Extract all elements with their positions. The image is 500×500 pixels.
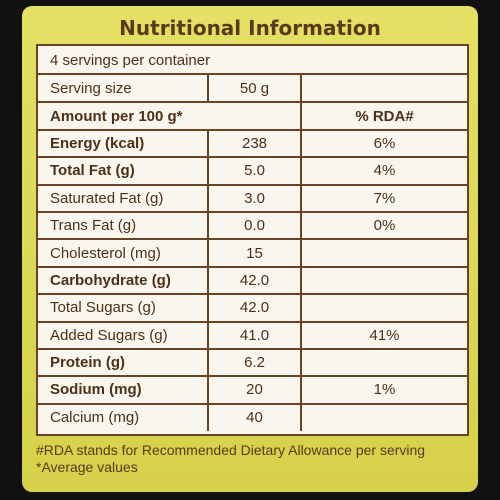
nutrient-value: 15: [207, 239, 301, 268]
footnote-rda: #RDA stands for Recommended Dietary Allo…: [36, 442, 426, 458]
nutrient-rda: 6%: [300, 129, 467, 159]
nutrient-name: Total Sugars (g): [38, 294, 208, 323]
serving-size-value: 50 g: [207, 75, 301, 104]
footnotes: #RDA stands for Recommended Dietary Allo…: [36, 442, 425, 476]
nutrient-value: 6.2: [207, 348, 301, 378]
nutrient-value: 3.0: [207, 184, 301, 213]
nutrient-value: 5.0: [207, 157, 301, 186]
nutrient-name: Protein (g): [38, 348, 208, 378]
nutrient-value: 42.0: [207, 294, 301, 323]
nutrient-row: Saturated Fat (g) 3.0 7%: [38, 184, 467, 213]
nutrient-name: Saturated Fat (g): [38, 184, 208, 213]
serving-size-label: Serving size: [38, 75, 208, 104]
nutrition-table: Serving size 50 g Amount per 100 g* % RD…: [38, 75, 467, 432]
nutrient-rda: [300, 239, 467, 268]
nutrient-row: Protein (g) 6.2: [38, 348, 467, 378]
nutrition-panel: 4 servings per container Serving size 50…: [36, 44, 469, 436]
nutrient-value: 40: [207, 403, 301, 432]
nutrient-row: Carbohydrate (g) 42.0: [38, 266, 467, 296]
nutrient-name: Total Fat (g): [38, 157, 208, 186]
nutrient-row: Total Fat (g) 5.0 4%: [38, 157, 467, 186]
nutrient-name: Added Sugars (g): [38, 321, 208, 350]
nutrient-rda: 7%: [300, 184, 467, 213]
amount-per-header: Amount per 100 g*: [38, 102, 301, 131]
nutrient-row: Added Sugars (g) 41.0 41%: [38, 321, 467, 350]
serving-size-row: Serving size 50 g: [38, 75, 467, 104]
nutrient-value: 0.0: [207, 211, 301, 241]
nutrient-value: 238: [207, 129, 301, 159]
nutrient-name: Trans Fat (g): [38, 211, 208, 241]
nutrient-name: Carbohydrate (g): [38, 266, 208, 296]
nutrient-rda: 4%: [300, 157, 467, 186]
serving-size-empty: [300, 75, 467, 104]
nutrient-value: 20: [207, 376, 301, 405]
nutrient-rda: 1%: [300, 376, 467, 405]
nutrient-rda: [300, 403, 467, 432]
nutrient-row: Sodium (mg) 20 1%: [38, 376, 467, 405]
nutrient-name: Cholesterol (mg): [38, 239, 208, 268]
nutrient-name: Calcium (mg): [50, 409, 140, 427]
header-row: Amount per 100 g* % RDA#: [38, 102, 467, 131]
servings-per-container: 4 servings per container: [38, 46, 467, 75]
nutrient-rda: 41%: [300, 321, 467, 350]
nutrient-name: Sodium (mg): [38, 376, 208, 405]
nutrient-row: Cholesterol (mg) 15: [38, 239, 467, 268]
nutrient-row: Trans Fat (g) 0.0 0%: [38, 211, 467, 241]
footnote-average: *Average values: [36, 459, 138, 475]
nutrient-value: 42.0: [207, 266, 301, 296]
nutrient-name: Energy (kcal): [38, 129, 208, 159]
nutrient-rda: [300, 348, 467, 378]
nutrient-rda: [300, 266, 467, 296]
nutrient-value: 41.0: [207, 321, 301, 350]
label-title: Nutritional Information: [119, 16, 381, 40]
nutrient-rda: 0%: [300, 211, 467, 241]
nutrient-row: Calcium (mg) 40: [38, 403, 467, 432]
nutrient-row: Energy (kcal) 238 6%: [38, 129, 467, 159]
nutrient-rda: [300, 294, 467, 323]
rda-header: % RDA#: [300, 102, 467, 131]
nutrient-row: Total Sugars (g) 42.0: [38, 294, 467, 323]
